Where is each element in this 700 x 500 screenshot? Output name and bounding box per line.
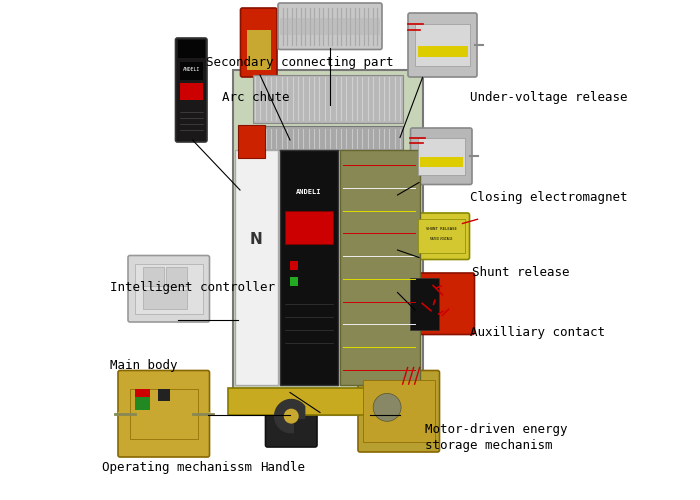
Bar bbox=[158, 389, 170, 402]
FancyBboxPatch shape bbox=[358, 370, 440, 452]
Text: Shunt release: Shunt release bbox=[473, 266, 570, 279]
Bar bbox=[135, 264, 202, 314]
Text: Main body: Main body bbox=[110, 358, 178, 372]
Bar bbox=[143, 290, 187, 308]
Bar bbox=[420, 158, 463, 167]
FancyBboxPatch shape bbox=[410, 128, 472, 184]
Circle shape bbox=[373, 394, 401, 421]
Bar bbox=[417, 46, 468, 57]
Text: Motor-driven energy
storage mechanism: Motor-driven energy storage mechanism bbox=[425, 424, 568, 452]
Text: Auxilliary contact: Auxilliary contact bbox=[470, 326, 605, 339]
Bar bbox=[228, 388, 428, 415]
Bar bbox=[242, 10, 275, 29]
Polygon shape bbox=[274, 400, 304, 432]
Bar bbox=[237, 125, 265, 158]
Bar bbox=[280, 150, 337, 385]
FancyBboxPatch shape bbox=[408, 13, 477, 77]
Bar bbox=[410, 278, 440, 330]
Bar bbox=[290, 261, 298, 270]
Bar bbox=[415, 24, 470, 66]
Text: N: N bbox=[250, 232, 262, 247]
Bar bbox=[417, 138, 465, 174]
FancyBboxPatch shape bbox=[118, 370, 209, 457]
Text: ANDELI: ANDELI bbox=[183, 67, 200, 72]
Text: Under-voltage release: Under-voltage release bbox=[470, 91, 627, 104]
FancyBboxPatch shape bbox=[241, 8, 277, 77]
Bar bbox=[246, 28, 271, 70]
Bar bbox=[340, 150, 420, 385]
Text: Operating mechanissm: Operating mechanissm bbox=[102, 461, 253, 474]
Bar bbox=[135, 397, 150, 409]
FancyBboxPatch shape bbox=[405, 273, 475, 334]
Bar bbox=[179, 62, 203, 80]
Bar bbox=[180, 83, 202, 100]
Text: Intelligent controller: Intelligent controller bbox=[110, 281, 275, 294]
Bar bbox=[417, 219, 465, 254]
Bar bbox=[280, 18, 380, 35]
FancyBboxPatch shape bbox=[278, 3, 382, 50]
Text: ANDELI: ANDELI bbox=[296, 190, 321, 196]
Text: RATED VOLTAGE: RATED VOLTAGE bbox=[430, 236, 452, 240]
Bar bbox=[293, 419, 308, 440]
Bar bbox=[235, 150, 277, 385]
Bar bbox=[253, 126, 402, 150]
Text: Closing electromagnet: Closing electromagnet bbox=[470, 191, 627, 204]
FancyBboxPatch shape bbox=[176, 38, 207, 142]
Text: Handle: Handle bbox=[260, 461, 305, 474]
Bar bbox=[232, 70, 423, 415]
Bar bbox=[363, 380, 435, 442]
Circle shape bbox=[284, 408, 299, 424]
FancyBboxPatch shape bbox=[265, 390, 317, 447]
FancyBboxPatch shape bbox=[128, 256, 209, 322]
Bar bbox=[130, 389, 197, 438]
FancyBboxPatch shape bbox=[413, 213, 470, 260]
Bar bbox=[178, 40, 205, 58]
Bar bbox=[143, 267, 164, 285]
Text: SHUNT RELEASE: SHUNT RELEASE bbox=[426, 227, 456, 231]
Text: Arc chute: Arc chute bbox=[223, 91, 290, 104]
Bar bbox=[166, 267, 187, 285]
Text: Secondary connecting part: Secondary connecting part bbox=[206, 56, 393, 69]
Bar bbox=[290, 278, 298, 286]
Bar bbox=[253, 75, 402, 122]
Bar bbox=[285, 211, 332, 244]
Bar bbox=[135, 389, 150, 402]
